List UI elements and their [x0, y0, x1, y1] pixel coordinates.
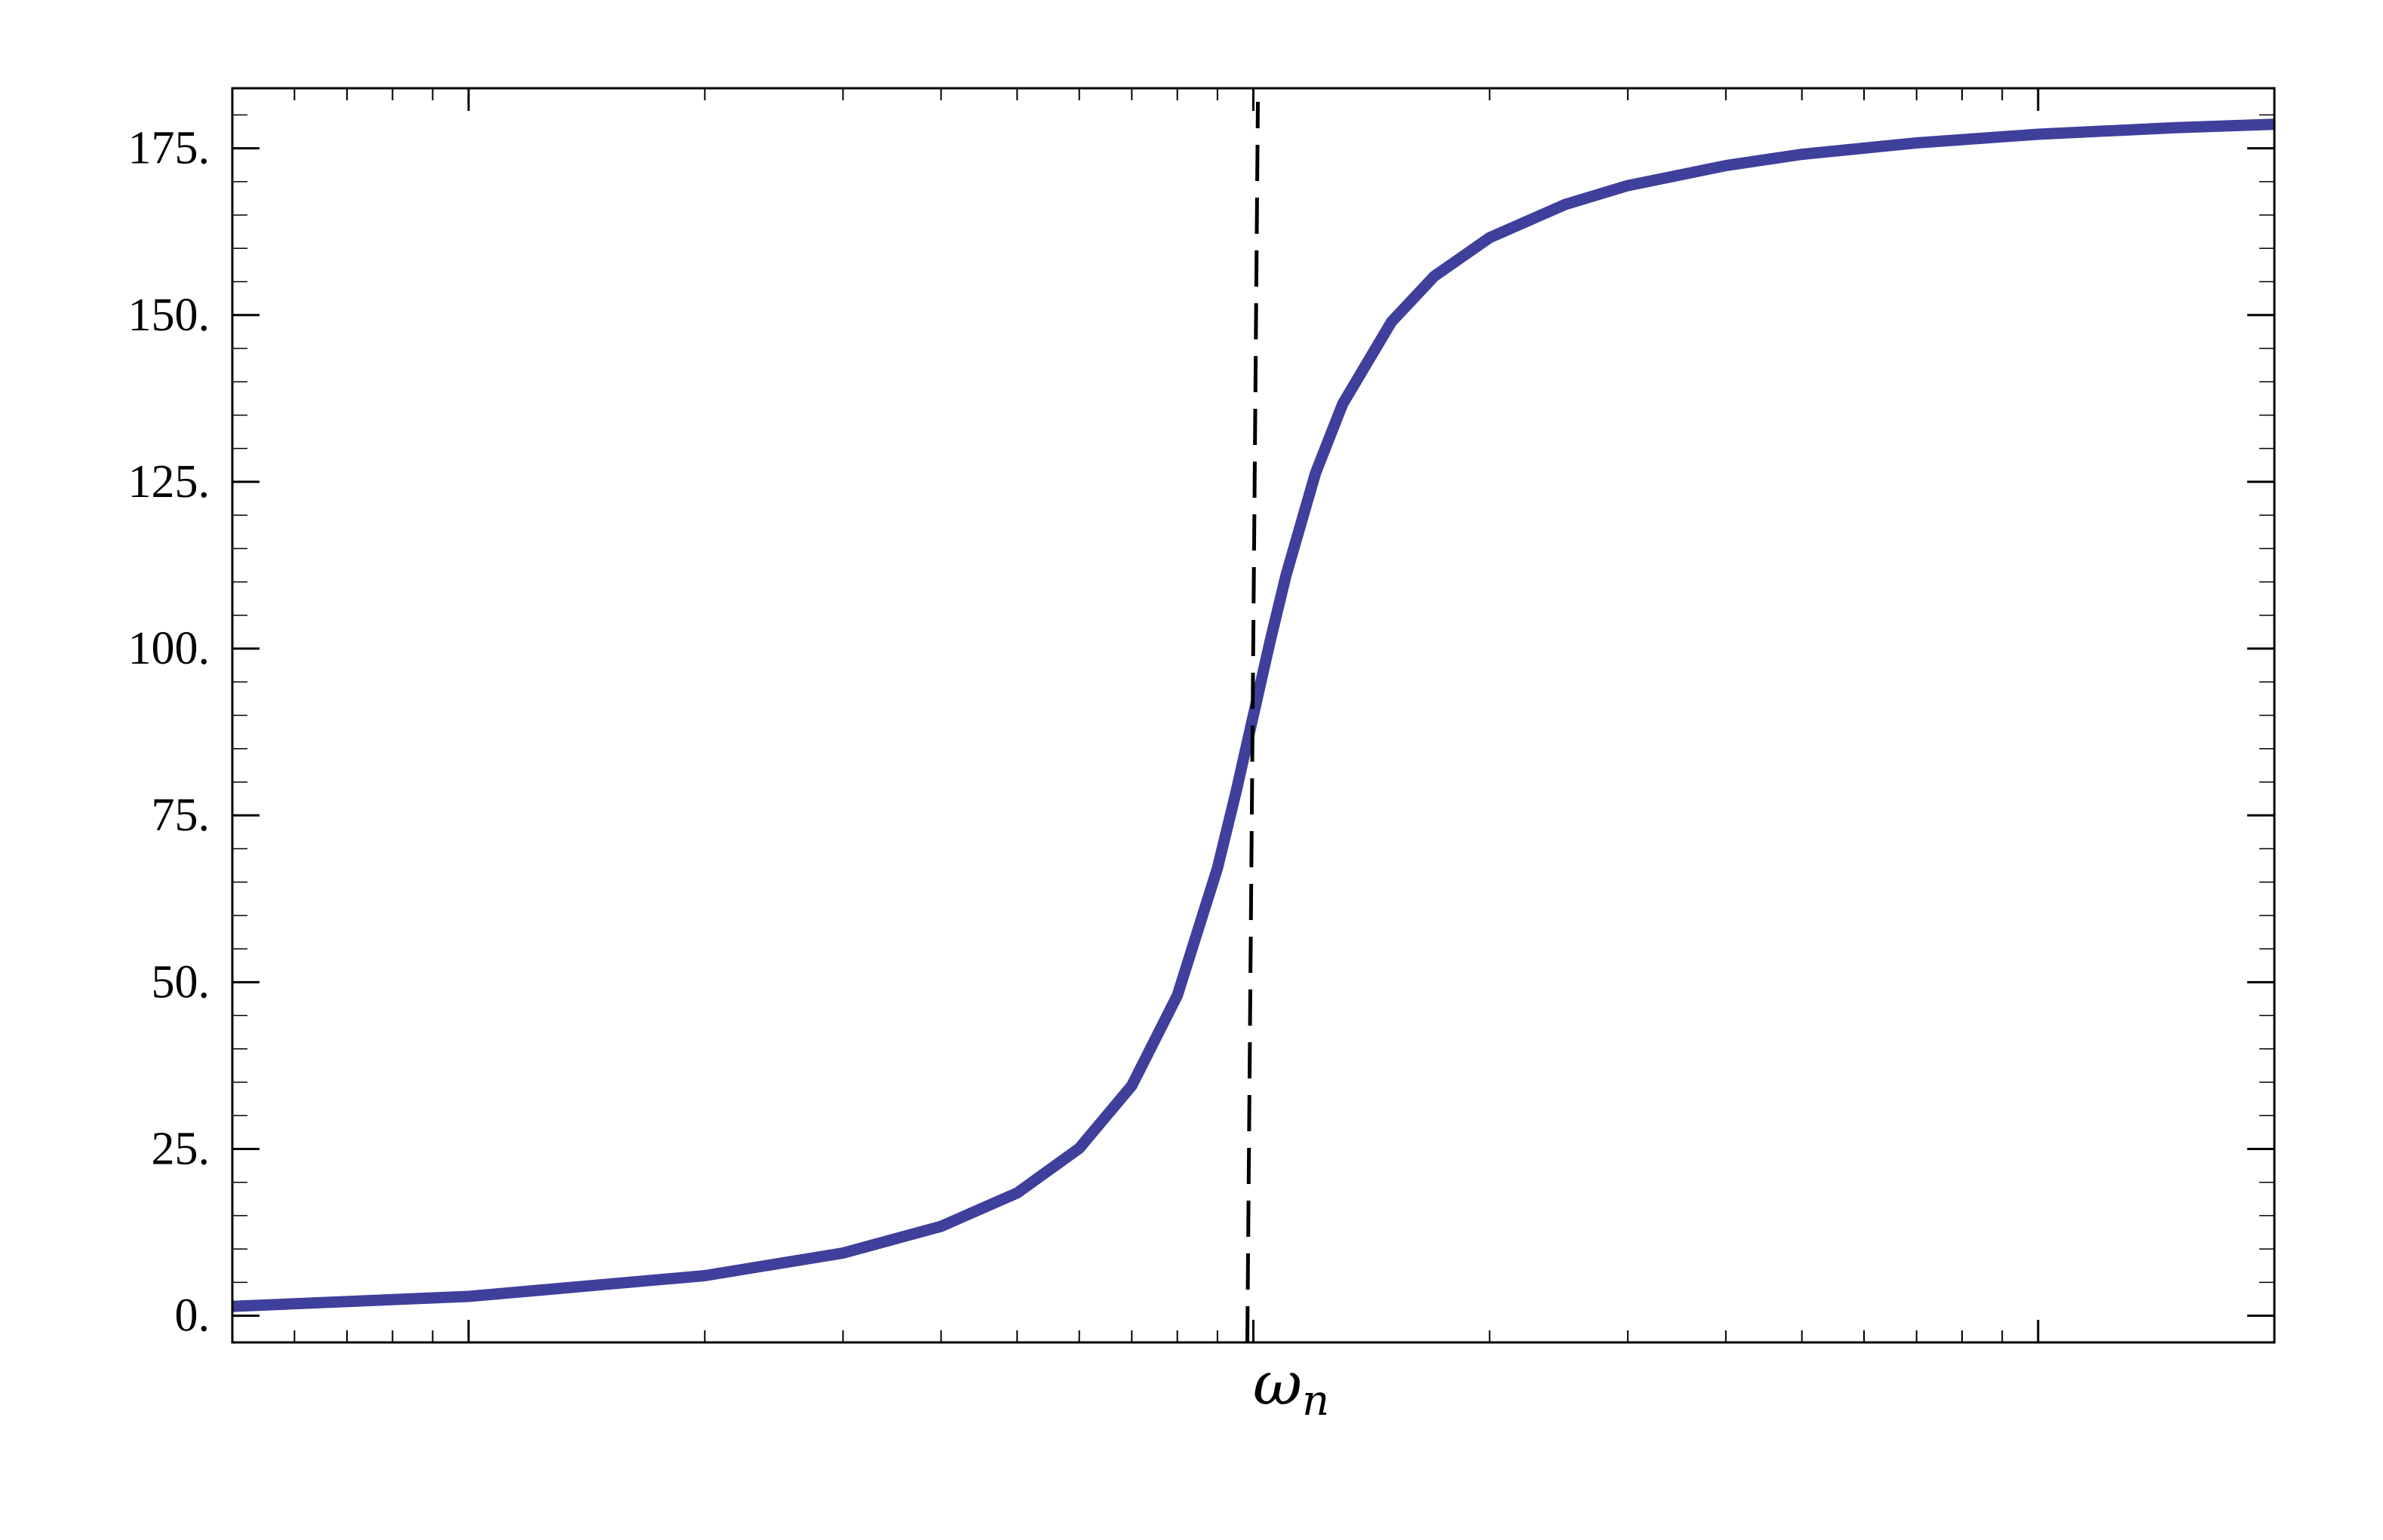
omega-n-label: ωn	[1253, 1348, 1329, 1425]
y-tick-label: 75.	[152, 790, 210, 841]
plot-frame	[231, 87, 2276, 1344]
y-tick-label: 50.	[152, 956, 210, 1008]
y-tick-label: 100.	[128, 623, 210, 674]
y-tick-label: 25.	[152, 1123, 210, 1174]
y-tick-label: 175.	[128, 123, 210, 174]
y-tick-label: 0.	[175, 1290, 210, 1342]
omega-symbol: ω	[1253, 1348, 1302, 1419]
omega-subscript: n	[1302, 1376, 1329, 1425]
natural-frequency-dashed-line	[1245, 101, 1260, 1343]
y-tick-label: 150.	[128, 290, 210, 341]
series-line	[232, 118, 2275, 1312]
y-tick-label: 125.	[128, 456, 210, 508]
